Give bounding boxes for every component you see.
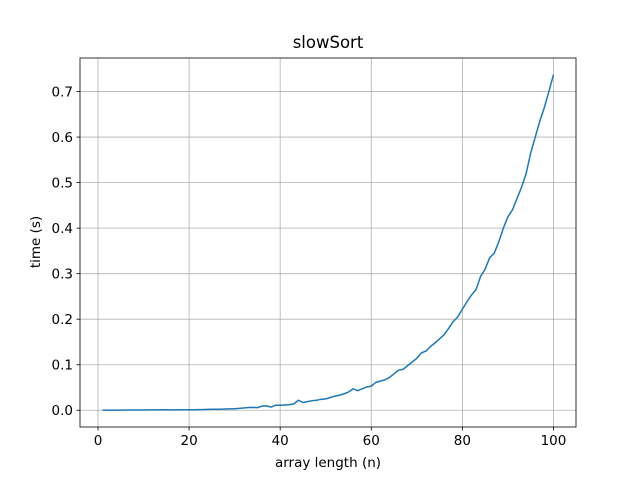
y-tick-label: 0.7 [52, 85, 73, 101]
y-tick-label: 0.1 [52, 358, 73, 374]
y-tick-label: 0.5 [52, 176, 73, 192]
x-axis-label: array length (n) [275, 455, 381, 471]
y-axis-label: time (s) [28, 216, 44, 268]
y-tick-label: 0.0 [52, 403, 73, 419]
y-tick-label: 0.6 [52, 130, 73, 146]
line-series [102, 74, 555, 411]
plot-frame [79, 57, 577, 428]
x-tick-label: 60 [363, 433, 380, 449]
y-tick-label: 0.4 [52, 221, 73, 237]
chart-title: slowSort [293, 33, 364, 52]
y-tick-label: 0.3 [52, 267, 73, 283]
x-tick-label: 80 [454, 433, 471, 449]
x-tick-label: 100 [541, 433, 567, 449]
x-tick-label: 0 [94, 433, 103, 449]
x-tick-label: 20 [180, 433, 197, 449]
x-tick-label: 40 [272, 433, 289, 449]
y-tick-label: 0.2 [52, 312, 73, 328]
